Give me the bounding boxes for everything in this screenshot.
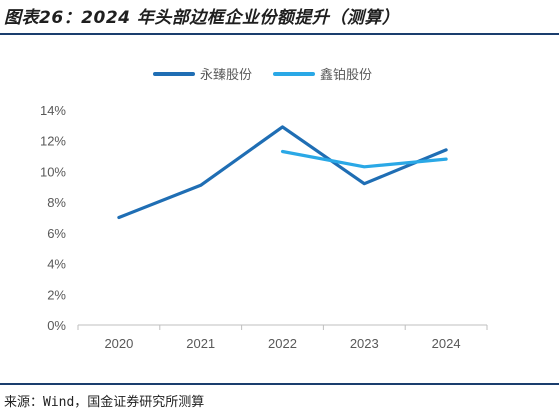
top-divider: [0, 33, 559, 35]
legend-label-2: 鑫铂股份: [320, 67, 372, 82]
y-tick-label: 8%: [47, 195, 66, 210]
series-line-1: [117, 125, 448, 220]
y-tick-label: 4%: [47, 257, 66, 272]
y-tick-label: 0%: [47, 318, 66, 333]
line-chart: 永臻股份 鑫铂股份 0%2%4%6%8%10%12%14% 2020 2021 202…: [40, 67, 488, 351]
chart-title: 图表26：2024 年头部边框企业份额提升（测算）: [4, 8, 400, 28]
y-tick-label: 6%: [47, 226, 66, 241]
x-tick-label: 2021: [186, 336, 215, 351]
y-tick-label: 2%: [47, 287, 66, 302]
legend-label-1: 永臻股份: [200, 67, 252, 82]
series-lines: [117, 125, 448, 220]
x-axis: 2020 2021 2022 2023 2024: [77, 324, 488, 351]
y-tick-label: 10%: [40, 164, 66, 179]
title-bar: 图表26：2024 年头部边框企业份额提升（测算）: [0, 0, 559, 33]
x-tick-label: 2022: [268, 336, 297, 351]
source-note: 来源：Wind，国金证券研究所测算: [4, 395, 205, 410]
bottom-divider: [0, 383, 559, 385]
y-axis: 0% 2% 4% 6% 8% 10% 12% 14%: [40, 103, 66, 333]
x-tick-label: 2024: [432, 336, 461, 351]
legend: 永臻股份 鑫铂股份: [153, 67, 372, 82]
y-tick-label: 12%: [40, 134, 66, 149]
series-line-2: [280, 149, 448, 169]
y-tick-label: 14%: [40, 103, 66, 118]
x-tick-label: 2020: [104, 336, 133, 351]
x-tick-label: 2023: [350, 336, 379, 351]
